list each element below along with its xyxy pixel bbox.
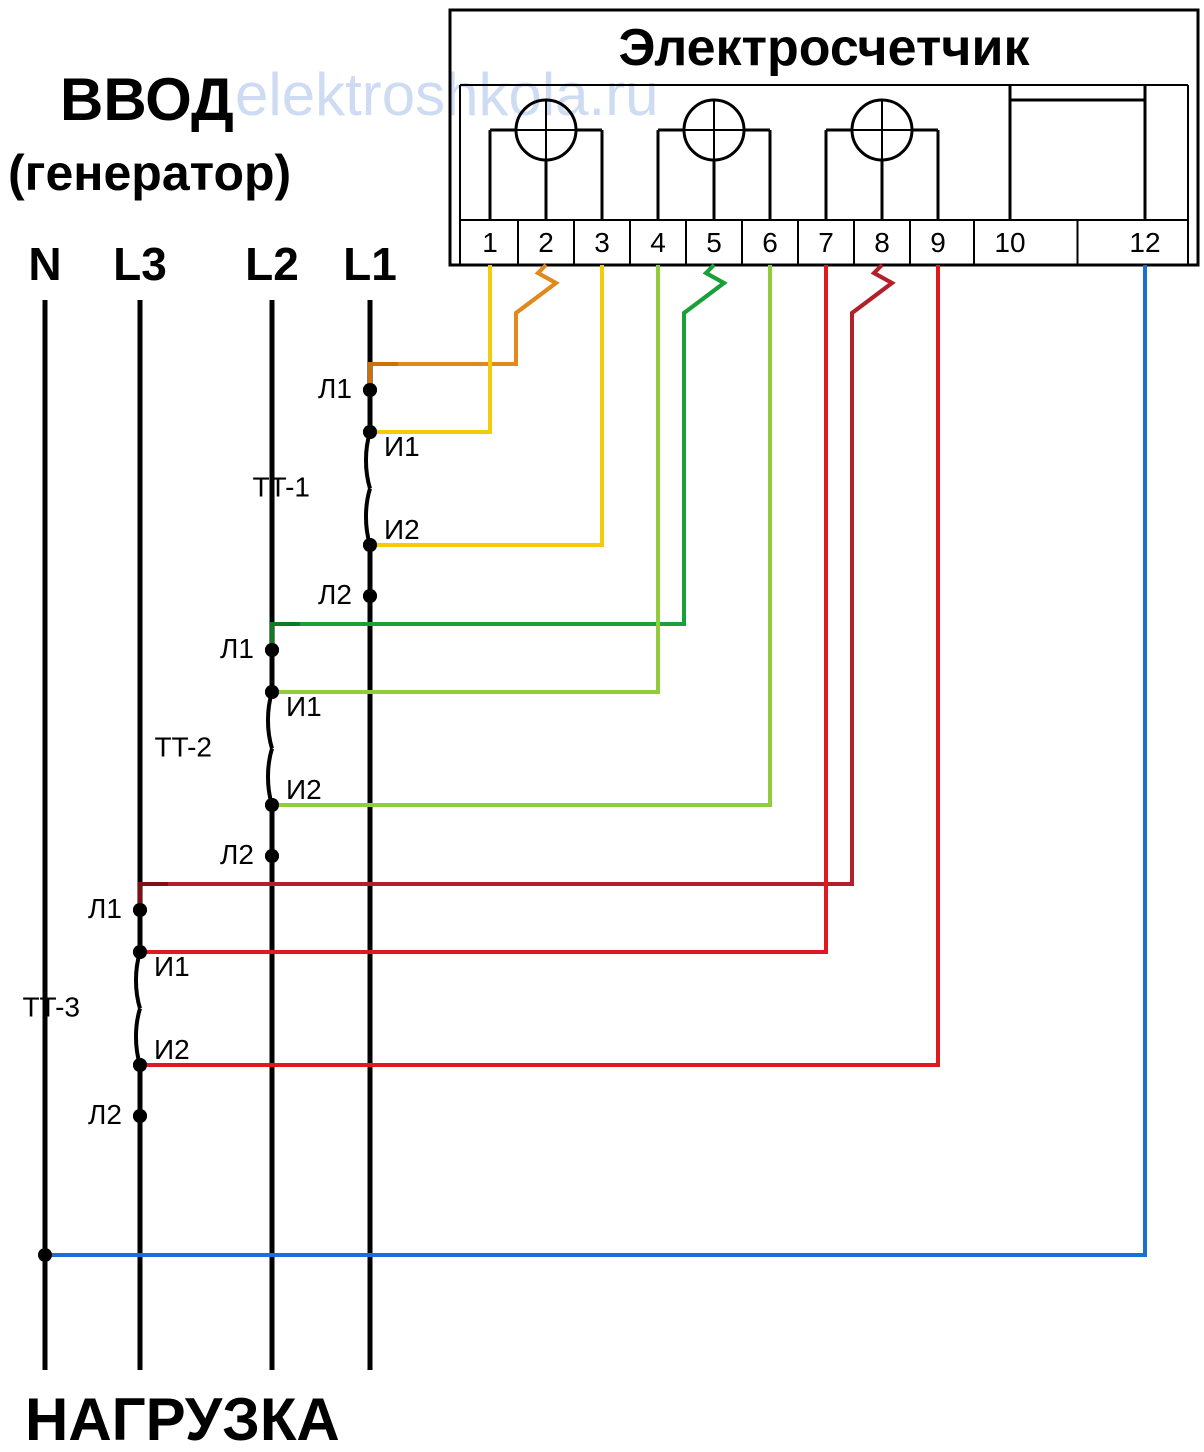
meter-terminal-6: 6 xyxy=(762,227,778,258)
ct-pin-l1: Л1 xyxy=(220,633,254,664)
ct-name-label: TT-2 xyxy=(154,732,212,763)
meter-terminal-2: 2 xyxy=(538,227,554,258)
meter-terminal-4: 4 xyxy=(650,227,666,258)
meter-terminal-10: 10 xyxy=(994,227,1025,258)
ct-name-label: TT-3 xyxy=(22,992,80,1023)
ct-pin-i1: И1 xyxy=(384,431,420,462)
ct-pin-l2: Л2 xyxy=(220,839,254,870)
input-label: ВВОД xyxy=(60,66,234,133)
meter-terminal-3: 3 xyxy=(594,227,610,258)
meter-terminal-8: 8 xyxy=(874,227,890,258)
meter-terminal-1: 1 xyxy=(482,227,498,258)
ct-pin-l2: Л2 xyxy=(88,1099,122,1130)
meter-terminal-7: 7 xyxy=(818,227,834,258)
load-label: НАГРУЗКА xyxy=(25,1386,340,1452)
meter-terminal-9: 9 xyxy=(930,227,946,258)
ct-pin-l1: Л1 xyxy=(88,893,122,924)
ct-pin-i1: И1 xyxy=(154,951,190,982)
ct-name-label: TT-1 xyxy=(252,472,310,503)
bus-label-L2: L2 xyxy=(245,238,299,290)
ct-pin-i2: И2 xyxy=(384,514,420,545)
ct-pin-i1: И1 xyxy=(286,691,322,722)
watermark-text: elektroshkola.ru xyxy=(235,61,659,128)
generator-label: (генератор) xyxy=(8,145,291,201)
ct-pin-i2: И2 xyxy=(286,774,322,805)
bus-label-N: N xyxy=(28,238,61,290)
meter-terminal-5: 5 xyxy=(706,227,722,258)
bus-label-L3: L3 xyxy=(113,238,167,290)
meter-terminal-12: 12 xyxy=(1129,227,1160,258)
ct-pin-l1: Л1 xyxy=(318,373,352,404)
ct-pin-i2: И2 xyxy=(154,1034,190,1065)
ct-pin-l2: Л2 xyxy=(318,579,352,610)
meter-title: Электросчетчик xyxy=(619,19,1031,77)
bus-label-L1: L1 xyxy=(343,238,397,290)
wiring-diagram: elektroshkola.ruВВОД (генератор) НАГРУЗКА Э… xyxy=(0,0,1204,1452)
